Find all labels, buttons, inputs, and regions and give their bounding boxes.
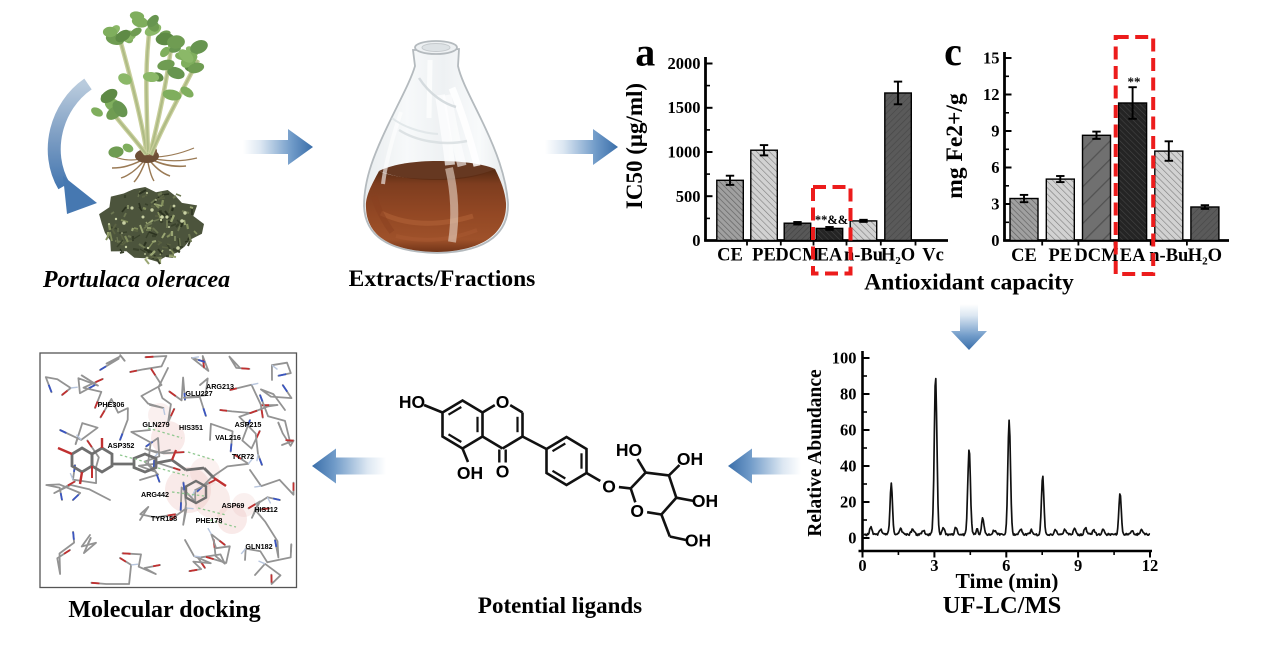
svg-text:O: O — [630, 501, 644, 521]
svg-text:CE: CE — [1011, 246, 1037, 266]
svg-text:GLN182: GLN182 — [245, 542, 272, 551]
svg-text:H₂O: H₂O — [881, 246, 915, 266]
svg-text:ARG213: ARG213 — [206, 382, 234, 391]
svg-text:12: 12 — [983, 85, 1000, 104]
svg-text:Vc: Vc — [922, 246, 944, 266]
svg-text:HIS112: HIS112 — [254, 505, 278, 514]
svg-text:VAL216: VAL216 — [215, 433, 241, 442]
svg-text:CE: CE — [717, 246, 743, 266]
svg-text:Portulaca oleracea: Portulaca oleracea — [42, 267, 230, 293]
svg-text:60: 60 — [840, 421, 857, 440]
svg-text:100: 100 — [832, 349, 857, 368]
svg-text:UF-LC/MS: UF-LC/MS — [943, 592, 1061, 619]
svg-text:ASP215: ASP215 — [235, 420, 262, 429]
svg-text:PE: PE — [752, 246, 776, 266]
svg-text:EA: EA — [1120, 246, 1146, 266]
svg-text:OH: OH — [685, 531, 711, 551]
svg-text:H₂O: H₂O — [1188, 246, 1222, 266]
svg-text:HO: HO — [616, 440, 642, 460]
svg-text:15: 15 — [983, 49, 1000, 68]
svg-text:ASP352: ASP352 — [108, 441, 135, 450]
svg-text:O: O — [496, 392, 510, 412]
svg-text:Antioxidant capacity: Antioxidant capacity — [864, 270, 1074, 296]
svg-text:20: 20 — [840, 493, 857, 512]
svg-text:O: O — [602, 477, 616, 497]
svg-text:12: 12 — [1142, 556, 1159, 575]
svg-text:**&&: **&& — [815, 213, 848, 227]
svg-text:c: c — [944, 29, 962, 74]
svg-text:mg Fe2+/g: mg Fe2+/g — [942, 93, 968, 199]
svg-text:DCM: DCM — [1074, 246, 1118, 266]
svg-text:2000: 2000 — [668, 54, 701, 73]
svg-text:0: 0 — [692, 231, 700, 250]
svg-text:40: 40 — [840, 457, 857, 476]
svg-text:PE: PE — [1048, 246, 1072, 266]
svg-text:6: 6 — [991, 158, 999, 177]
svg-text:Time (min): Time (min) — [956, 569, 1059, 593]
svg-text:80: 80 — [840, 385, 857, 404]
svg-text:9: 9 — [1074, 556, 1082, 575]
svg-text:TYR158: TYR158 — [151, 514, 177, 523]
svg-text:1500: 1500 — [668, 98, 701, 117]
svg-text:OH: OH — [692, 491, 718, 511]
svg-text:HO: HO — [399, 392, 425, 412]
svg-text:ASP69: ASP69 — [222, 501, 245, 510]
svg-text:HIS351: HIS351 — [179, 423, 203, 432]
svg-text:**: ** — [1128, 74, 1141, 89]
svg-text:GLN279: GLN279 — [142, 420, 169, 429]
svg-text:Molecular docking: Molecular docking — [68, 597, 260, 623]
svg-text:ARG442: ARG442 — [141, 490, 169, 499]
svg-text:0: 0 — [848, 529, 856, 548]
svg-text:Potential ligands: Potential ligands — [478, 593, 642, 618]
svg-text:PHE178: PHE178 — [196, 516, 223, 525]
svg-text:IC50 (μg/ml): IC50 (μg/ml) — [622, 83, 647, 209]
svg-text:O: O — [496, 462, 510, 482]
svg-text:OH: OH — [457, 463, 483, 483]
svg-text:a: a — [635, 30, 655, 75]
svg-text:500: 500 — [676, 187, 701, 206]
svg-text:3: 3 — [991, 195, 999, 214]
svg-text:Relative Abundance: Relative Abundance — [805, 369, 826, 537]
svg-text:EA: EA — [817, 246, 843, 266]
svg-text:0: 0 — [858, 556, 866, 575]
svg-text:TYR72: TYR72 — [232, 452, 254, 461]
svg-text:Extracts/Fractions: Extracts/Fractions — [349, 266, 536, 292]
svg-text:1000: 1000 — [668, 143, 701, 162]
svg-text:0: 0 — [991, 231, 999, 250]
svg-text:OH: OH — [677, 449, 703, 469]
svg-text:3: 3 — [930, 556, 938, 575]
svg-text:PHE306: PHE306 — [98, 400, 125, 409]
svg-text:9: 9 — [991, 122, 999, 141]
